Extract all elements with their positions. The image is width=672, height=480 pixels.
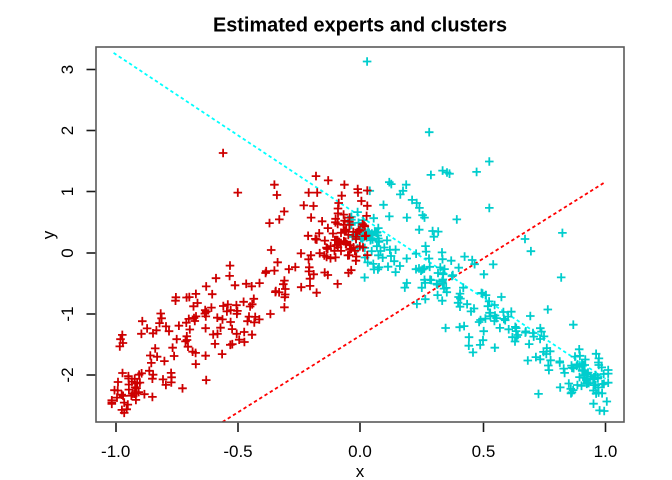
svg-text:-1: -1 — [58, 306, 77, 321]
svg-text:-2: -2 — [58, 367, 77, 382]
svg-text:y: y — [39, 230, 58, 239]
svg-text:2: 2 — [58, 126, 77, 135]
svg-text:0: 0 — [58, 248, 77, 257]
svg-text:x: x — [356, 462, 365, 480]
svg-text:1.0: 1.0 — [594, 442, 618, 461]
svg-text:-0.5: -0.5 — [223, 442, 252, 461]
svg-text:1: 1 — [58, 187, 77, 196]
svg-text:0.0: 0.0 — [348, 442, 372, 461]
svg-text:0.5: 0.5 — [472, 442, 496, 461]
svg-text:-1.0: -1.0 — [101, 442, 130, 461]
svg-text:3: 3 — [58, 65, 77, 74]
svg-text:Estimated experts and clusters: Estimated experts and clusters — [213, 15, 507, 37]
